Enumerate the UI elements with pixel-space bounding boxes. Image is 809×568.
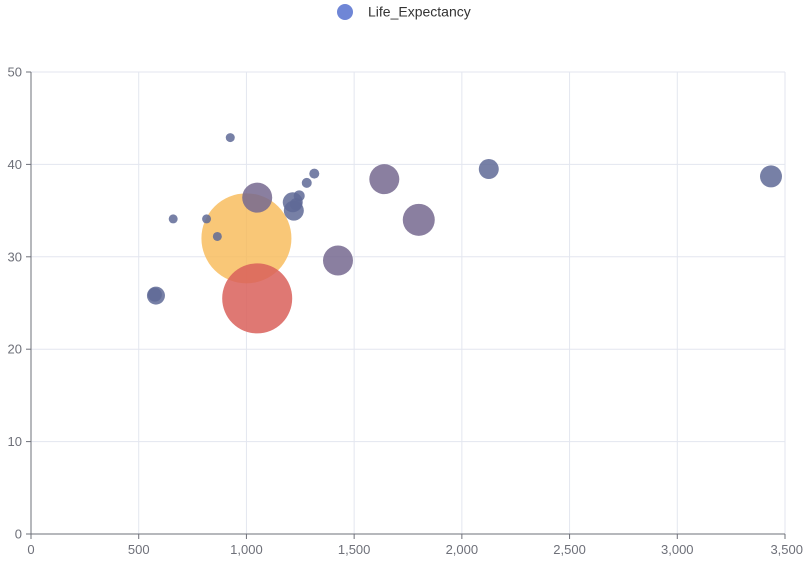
x-tick-label: 2,500 <box>553 542 586 557</box>
y-tick-label: 0 <box>15 527 22 542</box>
x-tick-label: 2,000 <box>446 542 479 557</box>
data-point[interactable] <box>301 177 312 188</box>
data-point[interactable] <box>402 203 435 236</box>
data-point[interactable] <box>293 190 305 202</box>
axes <box>30 72 785 535</box>
x-tick-label: 0 <box>27 542 34 557</box>
x-tick-label: 1,000 <box>230 542 263 557</box>
data-point[interactable] <box>478 159 499 180</box>
data-point[interactable] <box>242 182 273 213</box>
data-point[interactable] <box>369 164 400 195</box>
data-point[interactable] <box>147 287 162 302</box>
x-tick-label: 500 <box>128 542 150 557</box>
x-tick-label: 1,500 <box>338 542 371 557</box>
y-tick-label: 40 <box>8 157 22 172</box>
data-point[interactable] <box>212 231 222 241</box>
y-tick-label: 10 <box>8 434 22 449</box>
data-point[interactable] <box>309 168 320 179</box>
x-tick-label: 3,000 <box>661 542 694 557</box>
legend-label[interactable]: Life_Expectancy <box>368 4 471 20</box>
y-tick-label: 20 <box>8 342 22 357</box>
data-point[interactable] <box>168 214 178 224</box>
data-point[interactable] <box>222 263 293 334</box>
x-tick-label: 3,500 <box>770 542 803 557</box>
data-point[interactable] <box>225 133 235 143</box>
legend[interactable]: Life_Expectancy <box>337 4 471 21</box>
data-points <box>146 133 782 334</box>
data-point[interactable] <box>202 214 212 224</box>
x-axis-ticks: 0 500 1,000 1,500 2,000 2,500 3,000 3,500 <box>27 534 803 557</box>
data-point[interactable] <box>201 193 292 284</box>
y-tick-label: 30 <box>8 249 22 264</box>
y-tick-label: 50 <box>8 65 22 80</box>
data-point[interactable] <box>322 245 353 276</box>
grid <box>31 71 786 534</box>
y-axis-ticks: 0 10 20 30 40 50 <box>8 65 31 542</box>
legend-marker[interactable] <box>337 4 353 20</box>
data-point[interactable] <box>759 165 782 188</box>
